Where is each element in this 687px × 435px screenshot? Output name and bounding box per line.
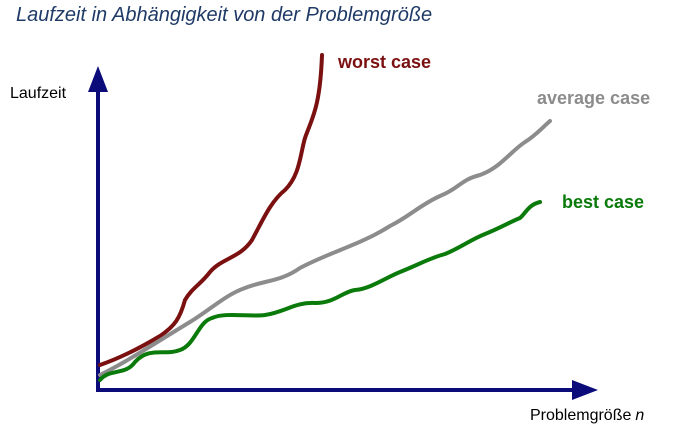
diagram-title: Laufzeit in Abhängigkeit von der Problem… <box>16 4 433 26</box>
x-axis-label-variable: n <box>635 407 644 424</box>
x-axis-arrow-icon <box>572 380 598 400</box>
label-worst-case: worst case <box>337 52 431 72</box>
label-best-case: best case <box>562 192 644 212</box>
y-axis-label: Laufzeit <box>10 85 67 102</box>
curve-average-case <box>98 119 552 377</box>
curve-worst-case <box>98 53 324 367</box>
x-axis-label: Problemgröße n <box>530 407 644 424</box>
y-axis-arrow-icon <box>88 66 108 92</box>
axes <box>88 66 598 400</box>
label-average-case: average case <box>537 88 650 108</box>
x-axis-label-text: Problemgröße <box>530 407 631 424</box>
curve-best-case <box>98 200 542 382</box>
